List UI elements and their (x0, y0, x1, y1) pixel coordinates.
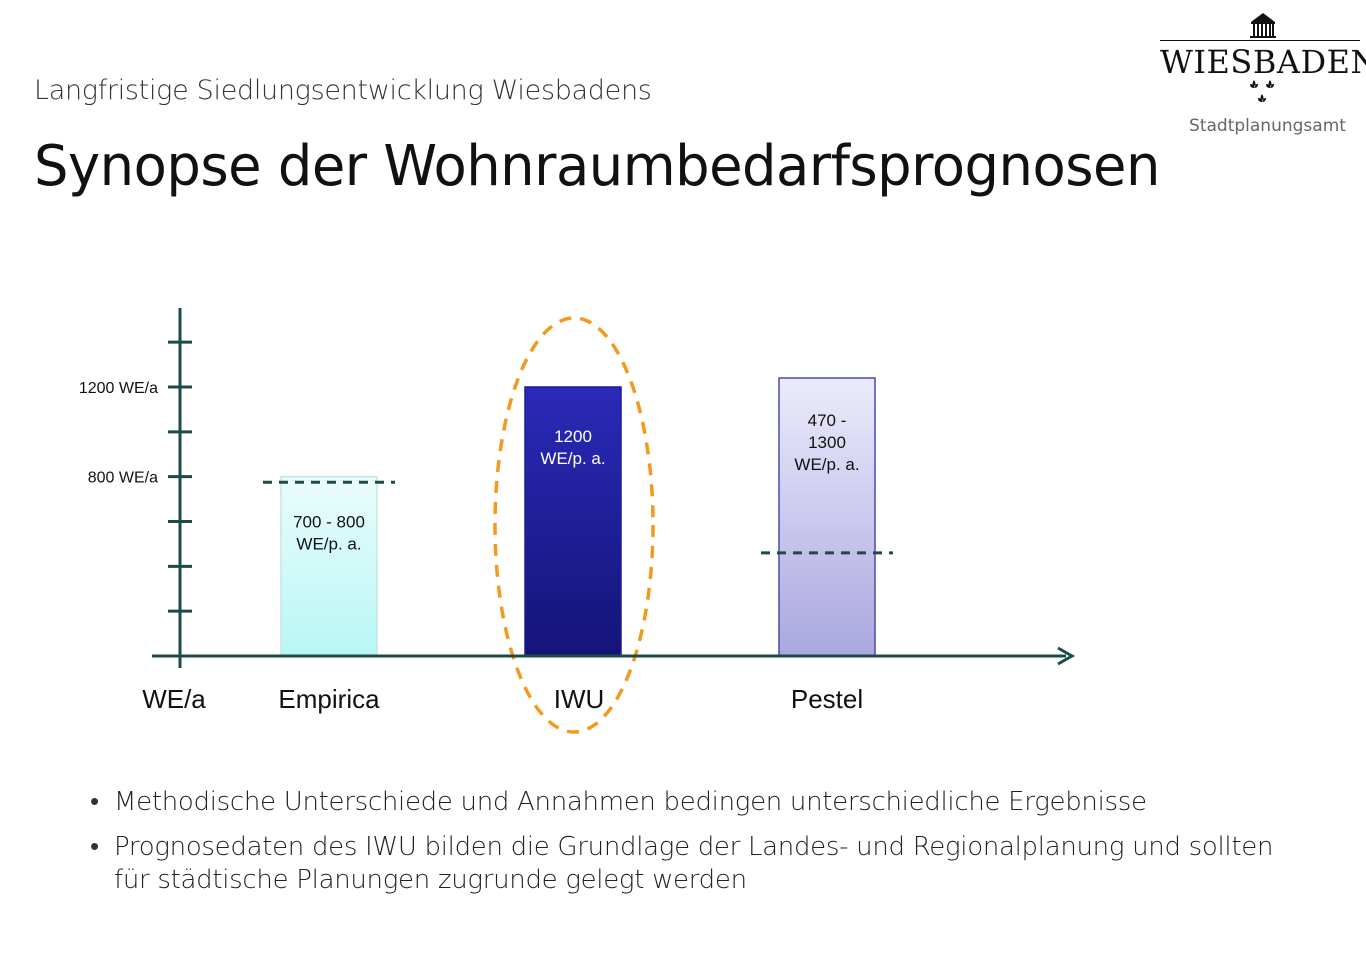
bar-value-label: 470 - (808, 411, 847, 430)
bullet-item: Methodische Unterschiede und Annahmen be… (90, 786, 1290, 819)
y-tick-label: 800 WE/a (88, 470, 158, 487)
page-title: Synopse der Wohnraumbedarfsprognosen (34, 134, 1160, 199)
lily-icon (1250, 80, 1274, 102)
bar-value-label: 1300 (808, 433, 846, 452)
x-axis-arrow (1057, 646, 1076, 666)
bullet-list: Methodische Unterschiede und Annahmen be… (90, 786, 1290, 909)
bar-value-label: WE/p. a. (794, 455, 859, 474)
bar-value-label: 1200 (554, 427, 592, 446)
bar-chart: 800 WE/a 1200 WE/a 700 - 800 WE/p. a. Empiri… (79, 308, 1076, 734)
bar-pestel (778, 377, 876, 657)
supertitle: Langfristige Siedlungsentwicklung Wiesba… (34, 75, 652, 106)
bullet-item: Prognosedaten des IWU bilden die Grundla… (90, 831, 1290, 897)
highlight-ellipse (493, 316, 655, 734)
wiesbaden-logo: WIESBADEN Stadtplanungsamt (1160, 10, 1366, 140)
bar-empirica (280, 475, 378, 657)
x-category-label: IWU (554, 684, 605, 714)
logo-wordmark: WIESBADEN (1160, 40, 1366, 81)
x-category-label: Empirica (278, 684, 380, 714)
bar-value-label: WE/p. a. (540, 449, 605, 468)
bar-value-label: WE/p. a. (296, 535, 361, 554)
x-category-label: Pestel (791, 684, 863, 714)
axis-unit-label: WE/a (142, 684, 206, 714)
logo-department: Stadtplanungsamt (1189, 116, 1346, 136)
bar-value-label: 700 - 800 (293, 513, 365, 532)
bar-iwu (524, 386, 622, 657)
building-icon (1250, 13, 1276, 38)
y-tick-label: 1200 WE/a (79, 380, 158, 397)
